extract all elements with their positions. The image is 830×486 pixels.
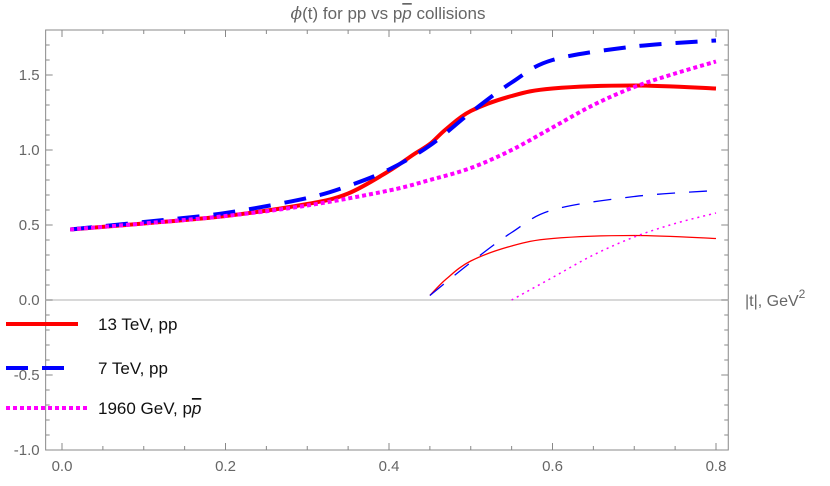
series-line-3 [429, 234, 717, 296]
chart-title: ϕ(t) for pp vs pp collisions [291, 4, 486, 24]
x-tick-label: 0.4 [379, 458, 400, 475]
y-tick-label: 0.0 [19, 292, 40, 309]
x-tick-label: 0.0 [52, 458, 73, 475]
plot-frame [45, 29, 729, 451]
y-tick-label: -0.5 [14, 367, 40, 384]
y-tick-label: -1.0 [14, 442, 40, 459]
series-line-5 [511, 212, 717, 301]
legend-label-13tev: 13 TeV, pp [98, 315, 177, 334]
x-tick-label: 0.2 [215, 458, 236, 475]
x-axis-label: |t|, GeV2 [745, 287, 806, 310]
y-tick-label: 1.5 [19, 67, 40, 84]
x-tick-label: 0.8 [706, 458, 727, 475]
series-line-0 [70, 83, 717, 232]
y-tick-label: 1.0 [19, 142, 40, 159]
series-line-4 [429, 189, 717, 297]
series-line-2 [70, 59, 717, 232]
series-line-1 [69, 38, 717, 232]
legend: 13 TeV, pp 7 TeV, pp 1960 GeV, pp [6, 315, 201, 418]
y-tick-label: 0.5 [19, 217, 40, 234]
x-tick-label: 0.6 [542, 458, 563, 475]
legend-label-7tev: 7 TeV, pp [98, 359, 168, 378]
legend-label-1960gev: 1960 GeV, pp [98, 399, 201, 418]
